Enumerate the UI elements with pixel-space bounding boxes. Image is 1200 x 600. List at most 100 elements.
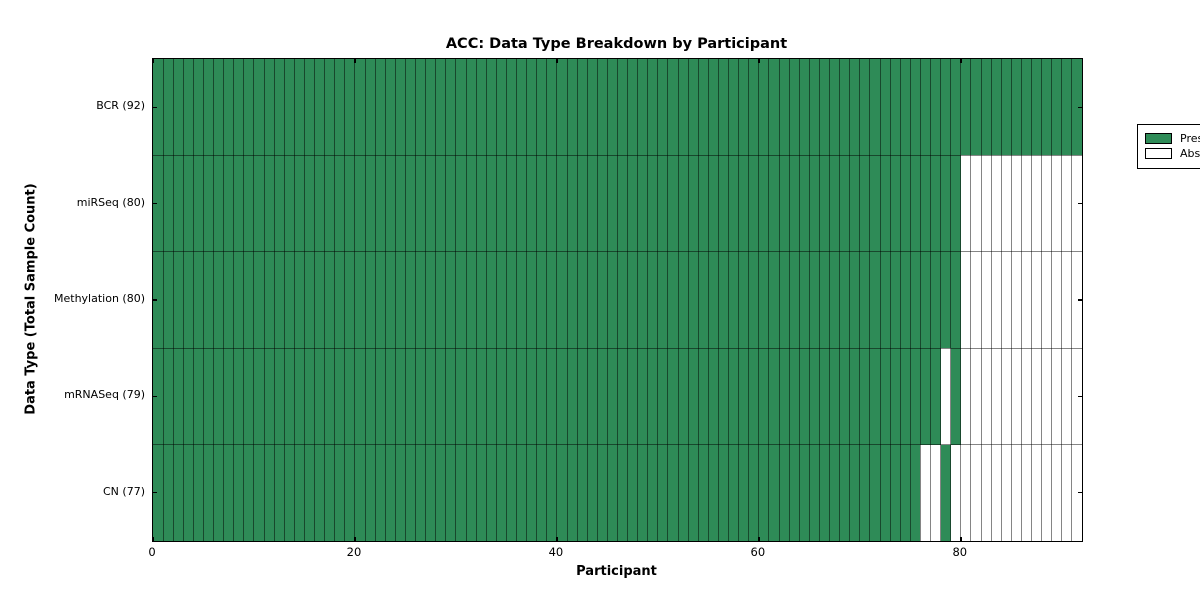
cell-border-line — [758, 59, 760, 541]
cell-border-line — [233, 59, 235, 541]
cell-border-line — [889, 59, 891, 541]
y-tick-mark — [1078, 492, 1082, 494]
cell-border-line — [627, 59, 629, 541]
datatype-row-BCR — [153, 59, 1082, 156]
present-swatch-icon — [1145, 133, 1172, 144]
row-separator-line — [153, 444, 1082, 446]
cell-border-line — [495, 59, 497, 541]
cell-border-line — [263, 59, 265, 541]
x-tick-label: 20 — [346, 545, 362, 559]
cell-border-line — [354, 59, 356, 541]
x-tick-mark — [152, 537, 154, 541]
chart-title: ACC: Data Type Breakdown by Participant — [445, 36, 788, 52]
cell-border-line — [445, 59, 447, 541]
cell-border-line — [213, 59, 215, 541]
x-tick-mark — [960, 537, 962, 541]
y-tick-mark — [1078, 299, 1082, 301]
cell-border-line — [202, 59, 204, 541]
cell-border-line — [596, 59, 598, 541]
cell-border-line — [950, 59, 952, 541]
cell-border-line — [576, 59, 578, 541]
cell-border-line — [546, 59, 548, 541]
cell-border-line — [677, 59, 679, 541]
row-separator-line — [153, 251, 1082, 253]
cell-border-line — [930, 59, 932, 541]
cell-border-line — [829, 59, 831, 541]
cell-border-line — [192, 59, 194, 541]
cell-border-line — [314, 59, 316, 541]
cell-border-line — [1051, 59, 1053, 541]
y-tick-mark — [1078, 202, 1082, 205]
cell-border-line — [536, 59, 538, 541]
cell-border-line — [768, 59, 770, 541]
cell-border-line — [273, 59, 275, 541]
cell-border-line — [465, 59, 467, 541]
cell-border-line — [687, 59, 689, 541]
cell-border-line — [374, 59, 376, 541]
cell-border-line — [647, 59, 649, 541]
x-tick-label: 80 — [952, 545, 968, 559]
cell-border-line — [1010, 59, 1012, 541]
absent-swatch-icon — [1145, 148, 1172, 159]
cell-border-line — [879, 59, 881, 541]
cell-border-line — [909, 59, 911, 541]
cell-border-line — [728, 59, 730, 541]
y-tick-mark — [153, 202, 157, 205]
cell-border-line — [172, 59, 174, 541]
cell-border-line — [415, 59, 417, 541]
cell-border-line — [1061, 59, 1063, 541]
absent-run — [960, 251, 1082, 349]
cell-border-line — [1041, 59, 1043, 541]
cell-border-line — [303, 59, 305, 541]
x-tick-label: 40 — [548, 545, 564, 559]
y-tick-mark — [153, 395, 157, 398]
y-tick-label-BCR: BCR (92) — [96, 99, 145, 113]
cell-border-line — [516, 59, 518, 541]
legend-label: Absent — [1180, 147, 1200, 160]
axis-ticks — [152, 59, 1082, 541]
x-tick-label: 0 — [148, 545, 156, 559]
cell-border-line — [1031, 59, 1032, 541]
y-tick-label-Methylation: Methylation (80) — [54, 292, 145, 305]
absent-run — [950, 444, 1082, 541]
y-tick-mark — [153, 492, 157, 494]
datatype-row-Methylation — [153, 251, 1082, 349]
cell-border-line — [859, 59, 861, 541]
x-axis-label: Participant — [576, 564, 657, 579]
cell-border-line — [404, 59, 406, 541]
row-separator-line — [153, 154, 1082, 156]
plot-area: Present Absent — [152, 58, 1200, 542]
cell-border-line — [182, 59, 184, 541]
y-tick-mark — [1078, 395, 1082, 398]
cell-border-line — [324, 59, 326, 541]
cell-border-line — [1071, 59, 1073, 541]
cell-border-line — [384, 59, 386, 541]
y-tick-mark — [153, 299, 157, 301]
x-tick-mark — [354, 537, 356, 541]
cell-border-line — [697, 59, 699, 541]
cell-border-line — [970, 59, 972, 541]
cell-border-line — [505, 59, 507, 541]
cell-border-line — [556, 59, 558, 541]
x-tick-label: 60 — [750, 545, 766, 559]
cell-border-line — [394, 59, 396, 541]
cell-border-line — [425, 59, 427, 541]
cell-border-line — [283, 59, 285, 541]
absent-run — [960, 155, 1082, 252]
cell-border-line — [526, 59, 528, 541]
cell-border-line — [940, 59, 942, 541]
cell-border-line — [334, 59, 336, 541]
cell-border-line — [839, 59, 841, 541]
cell-border-line — [364, 59, 366, 541]
cell-border-line — [637, 59, 639, 541]
cell-border-line — [869, 59, 871, 541]
absent-run — [940, 348, 951, 445]
x-tick-mark — [556, 537, 558, 541]
cell-border-line — [748, 59, 750, 541]
cell-border-line — [738, 59, 740, 541]
cell-border-line — [657, 59, 659, 541]
cell-border-line — [818, 59, 820, 541]
x-tick-mark — [354, 59, 356, 63]
cell-border-line — [899, 59, 901, 541]
